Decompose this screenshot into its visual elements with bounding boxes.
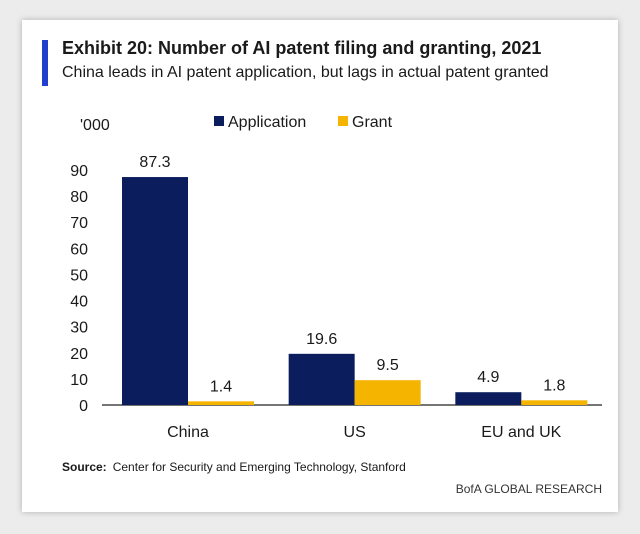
legend-label: Grant bbox=[352, 114, 393, 131]
bar-chart: '000 0 10 20 30 40 50 60 70 80 90 87.3 1.4 China 19.6 9… bbox=[70, 114, 602, 441]
bar-application bbox=[122, 177, 188, 405]
exhibit-title: Exhibit 20: Number of AI patent filing a… bbox=[62, 38, 542, 58]
x-category-label: China bbox=[167, 424, 209, 441]
y-tick-label: 50 bbox=[70, 267, 88, 284]
y-tick-label: 0 bbox=[79, 398, 88, 415]
bar-application bbox=[288, 353, 355, 405]
y-axis-unit-label: '000 bbox=[80, 117, 110, 134]
exhibit-card: Exhibit 20: Number of AI patent filing a… bbox=[22, 20, 618, 512]
y-tick-label: 90 bbox=[70, 163, 88, 180]
y-tick-label: 30 bbox=[70, 320, 88, 337]
source-text: Center for Security and Emerging Technol… bbox=[112, 460, 406, 474]
legend-swatch-grant bbox=[338, 116, 348, 126]
data-label: 4.9 bbox=[477, 369, 499, 386]
source-label: Source: bbox=[62, 460, 107, 474]
y-tick-label: 20 bbox=[70, 346, 88, 363]
exhibit-subtitle: China leads in AI patent application, bu… bbox=[62, 64, 549, 81]
brand-label: BofA GLOBAL RESEARCH bbox=[455, 482, 602, 496]
legend-label: Application bbox=[228, 114, 306, 131]
legend-swatch-application bbox=[214, 116, 224, 126]
data-label: 1.4 bbox=[210, 378, 232, 395]
x-category-label: EU and UK bbox=[481, 424, 561, 441]
source-note: Source: Center for Security and Emerging … bbox=[62, 460, 406, 474]
y-tick-label: 80 bbox=[70, 189, 88, 206]
title-accent-bar bbox=[42, 40, 48, 86]
bar-grant bbox=[521, 400, 588, 405]
data-label: 19.6 bbox=[306, 331, 337, 348]
bar-grant bbox=[354, 380, 421, 405]
y-tick-label: 60 bbox=[70, 241, 88, 258]
bar-grant bbox=[188, 401, 254, 405]
y-tick-label: 70 bbox=[70, 215, 88, 232]
x-category-label: US bbox=[344, 424, 366, 441]
y-tick-label: 10 bbox=[70, 372, 88, 389]
data-label: 9.5 bbox=[377, 357, 399, 374]
data-label: 87.3 bbox=[139, 154, 170, 171]
data-label: 1.8 bbox=[543, 377, 565, 394]
bar-application bbox=[455, 392, 522, 405]
y-tick-label: 40 bbox=[70, 294, 88, 311]
